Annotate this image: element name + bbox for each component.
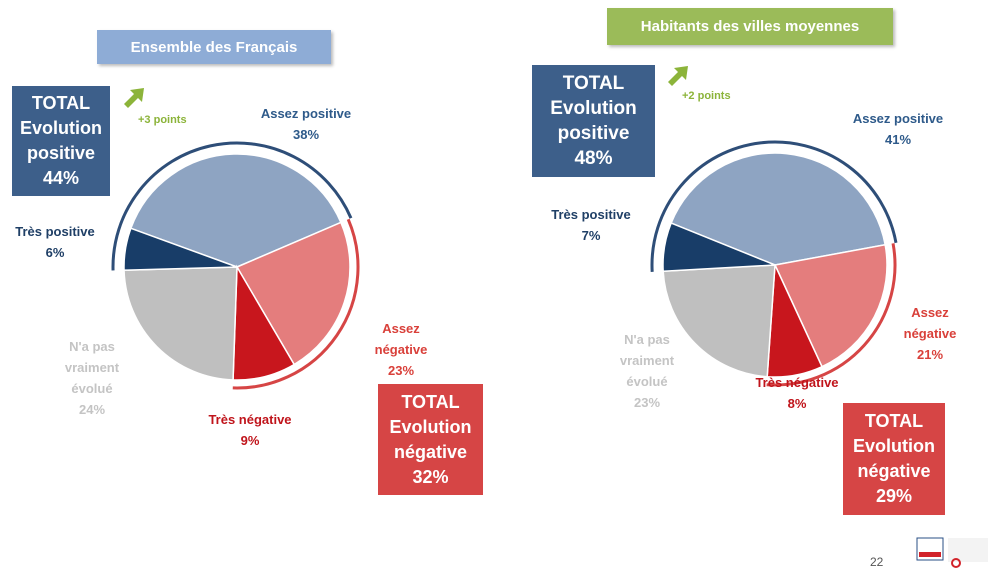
slice-label: N'a pas vraiment évolué 24%: [59, 336, 125, 420]
slice-category: N'a pas vraiment évolué: [64, 339, 120, 396]
total-text: TOTAL Evolution négative: [853, 411, 935, 481]
pie-slice: [123, 266, 238, 381]
slice-label: Très positive 6%: [0, 221, 110, 263]
slice-label: Assez négative 21%: [899, 302, 961, 365]
slice-label: Assez négative 23%: [370, 318, 432, 381]
total-value: 32%: [412, 466, 449, 487]
slice-category: Assez négative: [903, 305, 957, 341]
slice-label: Assez positive 41%: [843, 108, 953, 150]
logo-stripe: [919, 552, 941, 557]
slice-category: Très négative: [755, 375, 839, 390]
total-value: 44%: [42, 168, 80, 188]
negative-bracket: [232, 218, 360, 390]
pie-slice: [129, 153, 342, 268]
change-label: +3 points: [138, 114, 187, 126]
total-value: 29%: [875, 486, 913, 506]
chart-title: Ensemble des Français: [97, 30, 331, 64]
pie-slice: [773, 243, 888, 368]
total-value: 48%: [574, 148, 613, 169]
slice-label: Très négative 8%: [742, 372, 852, 414]
change-arrow: [668, 66, 688, 86]
slice-category: Très positive: [551, 207, 631, 222]
slice-value: 24%: [78, 402, 106, 417]
slice-category: Assez négative: [374, 321, 428, 357]
slice-value: 41%: [884, 132, 912, 147]
total-text: TOTAL Evolution positive: [550, 73, 637, 144]
total-box: TOTAL Evolution positive 44%: [12, 86, 110, 196]
slice-value: 23%: [387, 363, 415, 378]
pie-slice: [662, 222, 776, 273]
pie-slice: [662, 264, 776, 378]
slice-category: N'a pas vraiment évolué: [619, 332, 675, 389]
slice-category: Très négative: [208, 412, 292, 427]
pie-slice: [123, 227, 238, 271]
pie-slice: [670, 152, 887, 266]
slice-value: 38%: [292, 127, 320, 142]
slice-label: Très négative 9%: [195, 409, 305, 451]
slice-value: 23%: [633, 395, 661, 410]
slice-label: Assez positive 38%: [251, 103, 361, 145]
positive-bracket: [650, 140, 898, 272]
slice-value: 7%: [581, 228, 601, 243]
total-box: TOTAL Evolution négative 32%: [378, 384, 483, 495]
change-label: +2 points: [682, 90, 731, 102]
pie-slice: [235, 221, 351, 366]
slice-label: N'a pas vraiment évolué 23%: [614, 329, 680, 413]
total-text: TOTAL Evolution négative: [389, 391, 472, 462]
slice-category: Assez positive: [260, 106, 352, 121]
chart-title: Habitants des villes moyennes: [607, 8, 893, 45]
positive-bracket: [111, 141, 353, 271]
change-arrow: [124, 88, 144, 108]
logo-mark: [951, 558, 961, 568]
total-text: TOTAL Evolution positive: [20, 93, 102, 163]
total-box: TOTAL Evolution négative 29%: [843, 403, 945, 515]
slice-value: 21%: [916, 347, 944, 362]
negative-bracket: [766, 243, 897, 387]
slice-value: 9%: [240, 433, 260, 448]
total-box: TOTAL Evolution positive 48%: [532, 65, 655, 177]
page-number: 22: [870, 555, 884, 569]
slice-label: Très positive 7%: [536, 204, 646, 246]
slice-category: Très positive: [15, 224, 95, 239]
logo-agency: [948, 538, 988, 562]
slice-value: 8%: [787, 396, 807, 411]
slice-category: Assez positive: [852, 111, 944, 126]
slice-value: 6%: [45, 245, 65, 260]
